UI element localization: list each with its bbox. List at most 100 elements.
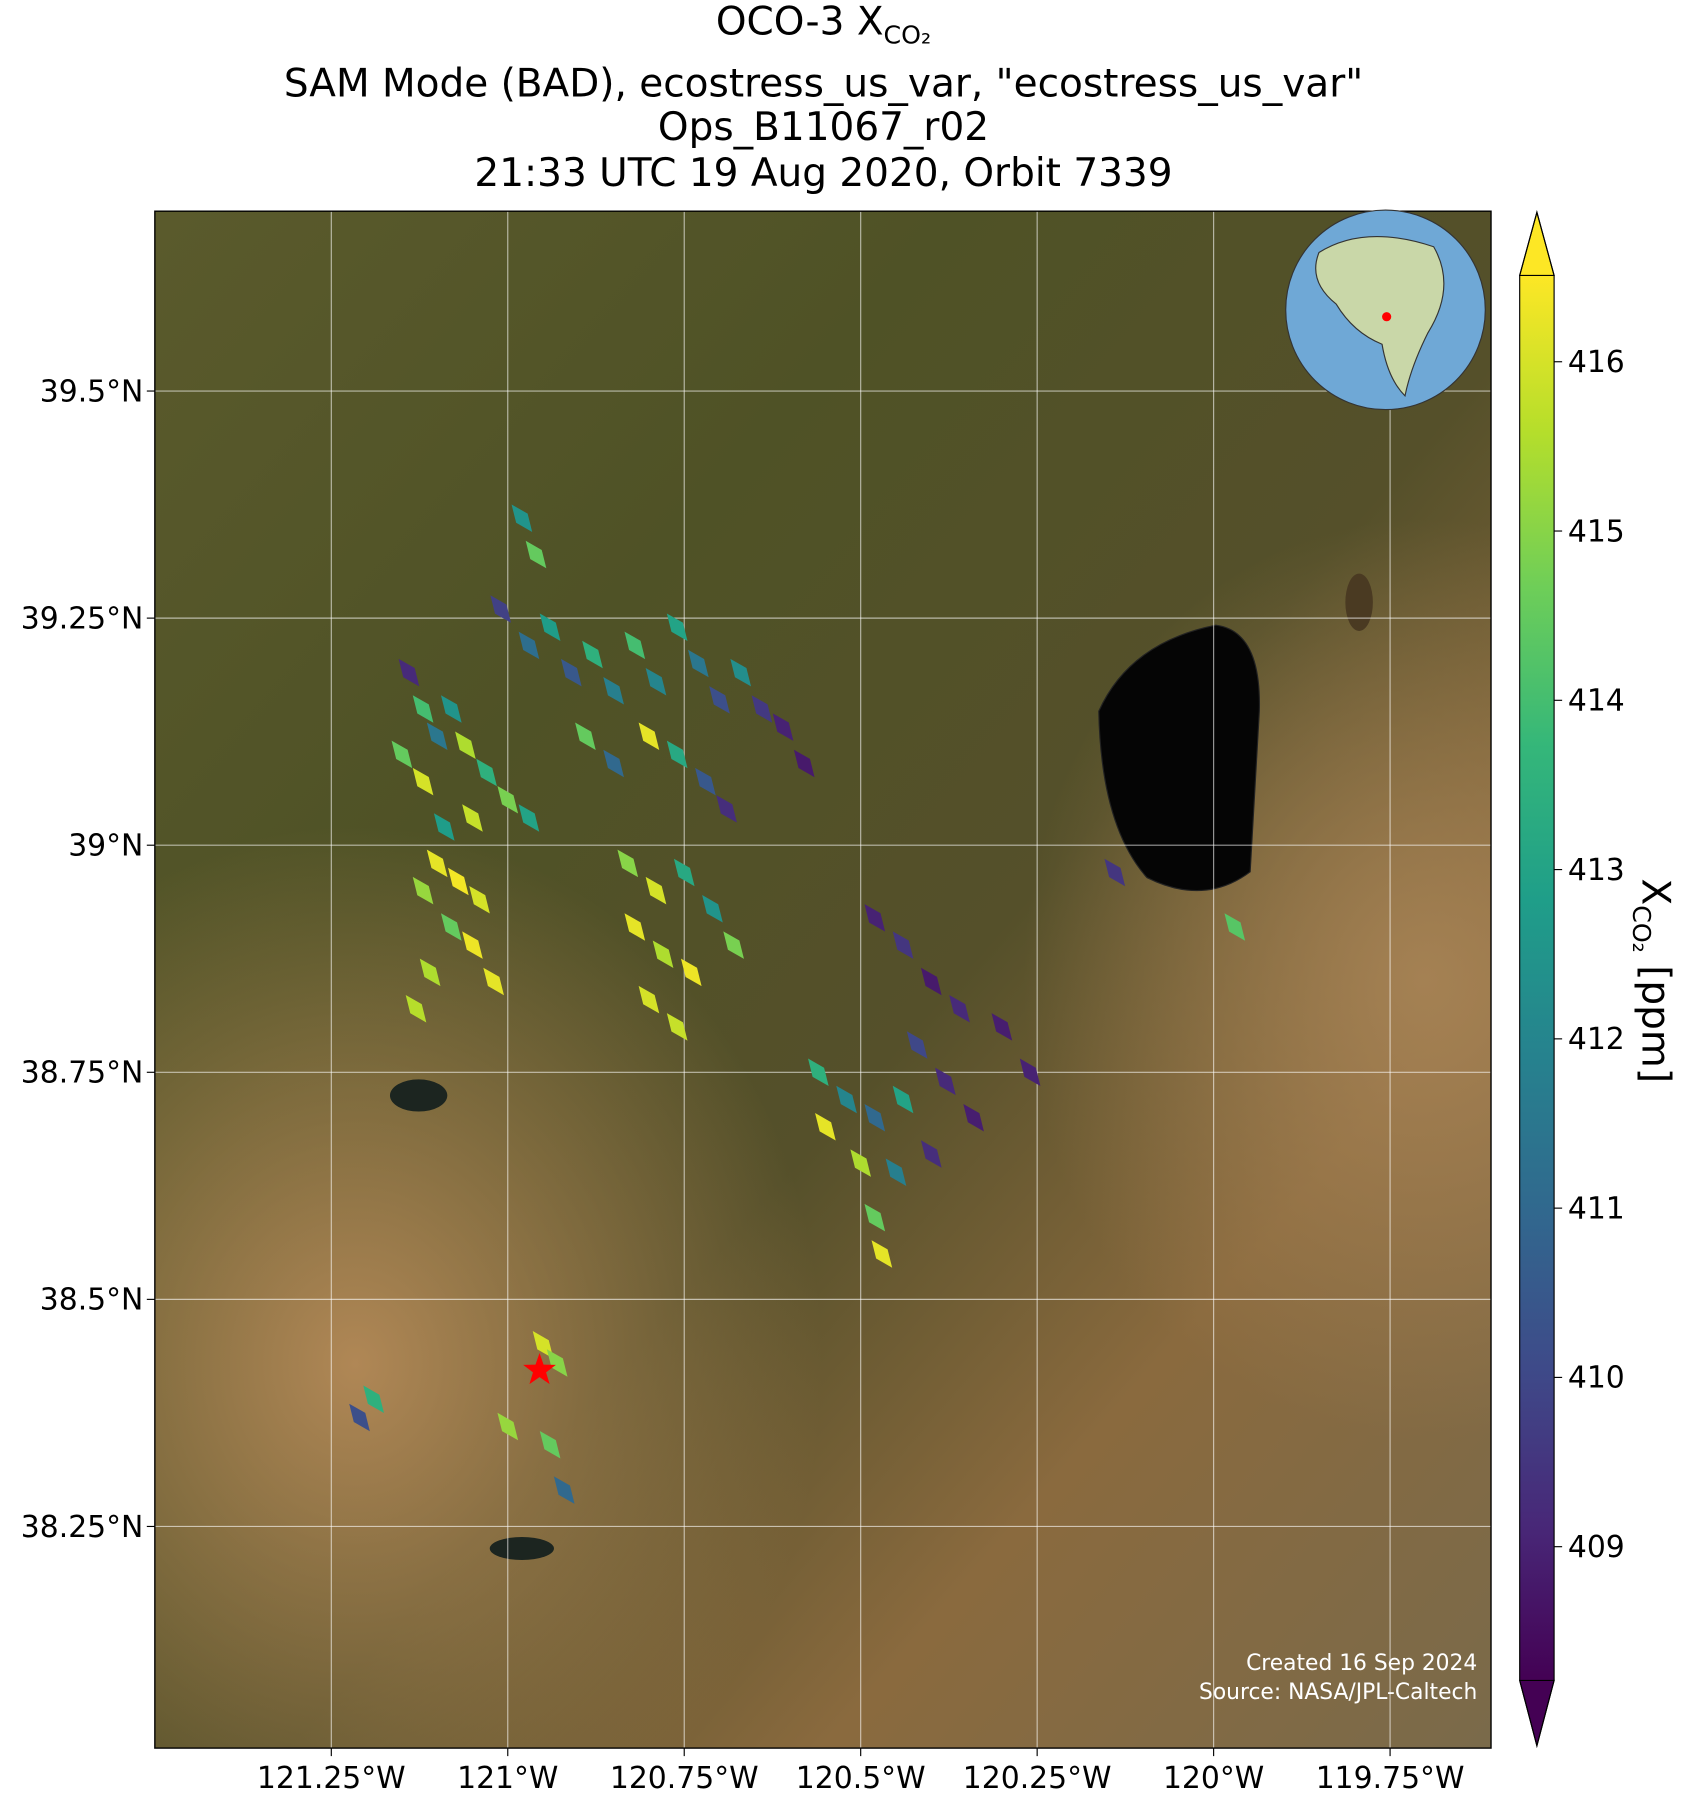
title-subscript: CO₂ [884,21,932,50]
sounding [963,1103,984,1132]
sounding [638,722,660,750]
sounding [716,795,737,823]
sounding [440,695,462,723]
soundings [349,504,1246,1504]
globe-target [1382,312,1392,322]
sounding [405,994,427,1023]
x-tick-label: 119.75°W [1316,1761,1465,1796]
colorbar-tick-label: 414 [1568,684,1625,719]
sounding [575,722,596,750]
x-tick-label: 120.75°W [610,1761,759,1796]
sounding [624,913,646,941]
sounding [426,722,448,750]
sounding [885,1158,907,1186]
y-tick-label: 38.25°N [21,1510,144,1545]
sounding [1224,913,1246,941]
sounding [497,786,519,814]
sounding [603,749,624,778]
sounding [462,804,483,832]
sounding [892,1085,914,1114]
x-tick-label: 121°W [457,1761,558,1796]
title-line: SAM Mode (BAD), ecostress_us_var, "ecost… [284,61,1363,106]
sounding [391,740,413,769]
sounding [412,767,434,796]
colorbar-label-unit: [ppm] [1632,953,1677,1083]
target-star [523,1353,556,1385]
sounding [864,1103,886,1132]
title-line: Ops_B11067_r02 [658,105,989,150]
x-tick-label: 120°W [1163,1761,1264,1796]
sounding [363,1385,384,1414]
colorbar-tick-label: 410 [1568,1361,1625,1396]
sounding [638,985,660,1014]
sounding [525,540,547,569]
sounding [864,904,886,932]
colorbar-label-subscript: CO₂ [1627,905,1656,953]
sounding [652,940,674,968]
sounding [440,913,462,941]
colorbar-tick-label: 412 [1568,1022,1625,1057]
sounding [935,1067,956,1096]
title-text: OCO-3 X [716,0,884,45]
y-tick-label: 39.5°N [40,374,144,409]
basemap [154,211,1492,1749]
sounding [1104,858,1126,887]
colorbar-body [1519,275,1555,1681]
sounding [1019,1058,1041,1087]
sounding [511,504,533,532]
lake-tahoe [1098,624,1260,892]
sounding [448,867,469,896]
y-tick-label: 38.75°N [21,1056,144,1091]
sounding [920,967,942,996]
sounding [906,1031,928,1059]
sounding [808,1058,829,1087]
sounding [793,749,815,778]
colorbar-tick-label: 415 [1568,514,1625,549]
colorbar-tick-label: 413 [1568,853,1625,888]
sounding [772,713,794,741]
sounding [702,895,723,923]
sounding [920,1140,942,1168]
sounding [419,958,441,987]
sounding [412,876,434,905]
x-tick-label: 120.25°W [963,1761,1112,1796]
colorbar-tick-label: 416 [1568,345,1625,380]
sounding [892,931,914,959]
annotation: Source: NASA/JPL-Caltech [1199,1680,1477,1705]
sounding [666,740,688,769]
sounding [645,667,667,696]
y-tick-label: 38.5°N [40,1283,144,1318]
sounding [455,731,476,760]
sounding [490,595,512,623]
sounding [553,1476,575,1504]
sounding [539,1430,561,1459]
sounding [518,631,540,660]
colorbar-extend [1518,1679,1555,1749]
colorbar: 409 410 411 412 413 414 415 416 [1518,210,1625,1749]
sounding [483,967,504,996]
sounding [864,1203,886,1232]
sounding [751,695,773,723]
colorbar-tick-label: 409 [1568,1530,1625,1565]
sounding [497,1412,519,1441]
sounding [349,1403,370,1432]
map-frame [154,210,1492,1749]
sounding [624,631,646,660]
sounding [433,813,455,841]
sounding [666,613,688,641]
sounding [539,613,561,641]
lake [1345,573,1373,631]
sounding [680,958,702,987]
sounding [871,1240,893,1268]
sounding [462,931,483,959]
sounding [991,1013,1013,1041]
lake [489,1537,554,1560]
sounding [398,658,420,687]
annotation: Created 16 Sep 2024 [1246,1651,1477,1676]
globe-inset [1285,209,1486,411]
sounding [709,686,730,714]
sounding [850,1149,872,1177]
colorbar-tick-label: 411 [1568,1191,1625,1226]
colorbar-extend [1518,210,1555,276]
